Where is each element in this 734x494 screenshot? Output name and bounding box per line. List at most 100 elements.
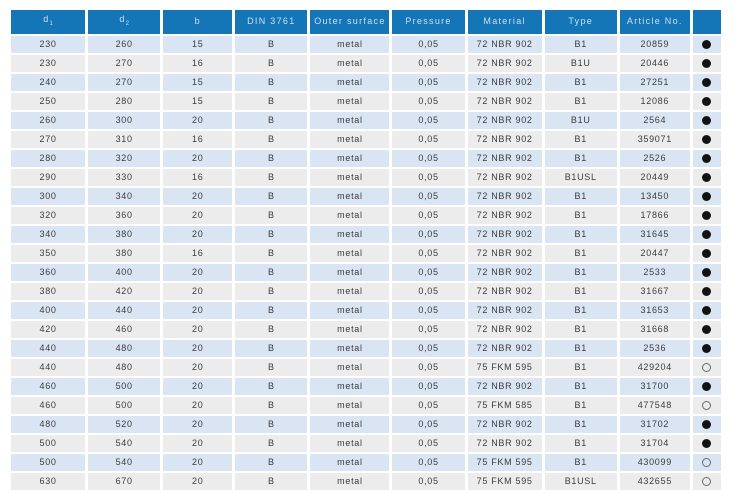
cell-d1: 260 [11, 111, 86, 129]
cell-din-3761: B [235, 415, 308, 433]
cell-availability [692, 73, 721, 91]
cell-b: 20 [163, 320, 233, 338]
table-row: 400 440 20 B metal 0,05 72 NBR 902 B1 31… [11, 301, 721, 319]
cell-type: B1 [544, 263, 617, 281]
cell-pressure: 0,05 [392, 263, 465, 281]
cell-article-no: 20447 [619, 244, 690, 262]
cell-article-no: 17866 [619, 206, 690, 224]
cell-availability [692, 472, 721, 490]
cell-material: 75 FKM 585 [467, 396, 542, 414]
cell-d1: 500 [11, 434, 86, 452]
availability-dot-icon [702, 438, 712, 448]
cell-outer-surface: metal [310, 225, 390, 243]
cell-pressure: 0,05 [392, 149, 465, 167]
cell-b: 20 [163, 225, 233, 243]
cell-din-3761: B [235, 434, 308, 452]
cell-d1: 300 [11, 187, 86, 205]
cell-d2: 520 [88, 415, 161, 433]
cell-din-3761: B [235, 472, 308, 490]
cell-availability [692, 415, 721, 433]
cell-material: 72 NBR 902 [467, 301, 542, 319]
cell-type: B1 [544, 225, 617, 243]
cell-pressure: 0,05 [392, 358, 465, 376]
cell-din-3761: B [235, 225, 308, 243]
table-row: 440 480 20 B metal 0,05 75 FKM 595 B1 42… [11, 358, 721, 376]
table-row: 340 380 20 B metal 0,05 72 NBR 902 B1 31… [11, 225, 721, 243]
cell-pressure: 0,05 [392, 206, 465, 224]
cell-outer-surface: metal [310, 73, 390, 91]
cell-type: B1 [544, 149, 617, 167]
cell-d2: 320 [88, 149, 161, 167]
availability-dot-icon [702, 96, 712, 106]
col-header-d2-label: d [119, 14, 126, 24]
table-row: 320 360 20 B metal 0,05 72 NBR 902 B1 17… [11, 206, 721, 224]
cell-availability [692, 320, 721, 338]
cell-d1: 380 [11, 282, 86, 300]
col-header-availability [692, 10, 721, 34]
cell-pressure: 0,05 [392, 320, 465, 338]
table-row: 270 310 16 B metal 0,05 72 NBR 902 B1 35… [11, 130, 721, 148]
cell-d1: 500 [11, 453, 86, 471]
cell-type: B1 [544, 301, 617, 319]
col-header-type: Type [544, 10, 617, 34]
availability-dot-icon [702, 172, 712, 182]
cell-type: B1 [544, 282, 617, 300]
cell-pressure: 0,05 [392, 244, 465, 262]
cell-d2: 280 [88, 92, 161, 110]
cell-outer-surface: metal [310, 339, 390, 357]
cell-pressure: 0,05 [392, 472, 465, 490]
table-row: 460 500 20 B metal 0,05 72 NBR 902 B1 31… [11, 377, 721, 395]
cell-article-no: 477548 [619, 396, 690, 414]
cell-article-no: 31700 [619, 377, 690, 395]
cell-material: 72 NBR 902 [467, 244, 542, 262]
cell-article-no: 2536 [619, 339, 690, 357]
cell-b: 20 [163, 472, 233, 490]
cell-d1: 270 [11, 130, 86, 148]
cell-outer-surface: metal [310, 35, 390, 53]
cell-b: 16 [163, 244, 233, 262]
cell-availability [692, 301, 721, 319]
cell-pressure: 0,05 [392, 168, 465, 186]
cell-article-no: 31668 [619, 320, 690, 338]
cell-availability [692, 111, 721, 129]
cell-d1: 230 [11, 35, 86, 53]
cell-pressure: 0,05 [392, 35, 465, 53]
table-row: 630 670 20 B metal 0,05 75 FKM 595 B1USL… [11, 472, 721, 490]
col-header-outer-surface: Outer surface [310, 10, 390, 34]
availability-dot-icon [702, 77, 712, 87]
cell-d2: 380 [88, 225, 161, 243]
cell-d1: 440 [11, 358, 86, 376]
cell-b: 20 [163, 187, 233, 205]
cell-d1: 420 [11, 320, 86, 338]
cell-outer-surface: metal [310, 263, 390, 281]
availability-dot-icon [702, 153, 712, 163]
cell-type: B1 [544, 187, 617, 205]
availability-dot-icon [702, 419, 712, 429]
availability-dot-icon [702, 286, 712, 296]
cell-material: 72 NBR 902 [467, 377, 542, 395]
cell-din-3761: B [235, 92, 308, 110]
cell-material: 72 NBR 902 [467, 111, 542, 129]
table-row: 230 260 15 B metal 0,05 72 NBR 902 B1 20… [11, 35, 721, 53]
cell-article-no: 12086 [619, 92, 690, 110]
cell-type: B1USL [544, 168, 617, 186]
col-header-d1: d1 [11, 10, 86, 34]
cell-outer-surface: metal [310, 282, 390, 300]
cell-din-3761: B [235, 111, 308, 129]
cell-pressure: 0,05 [392, 377, 465, 395]
col-header-d1-label: d [43, 14, 50, 24]
cell-material: 72 NBR 902 [467, 130, 542, 148]
cell-availability [692, 168, 721, 186]
col-header-pressure: Pressure [392, 10, 465, 34]
table-row: 290 330 16 B metal 0,05 72 NBR 902 B1USL… [11, 168, 721, 186]
col-header-material: Material [467, 10, 542, 34]
cell-pressure: 0,05 [392, 130, 465, 148]
cell-availability [692, 225, 721, 243]
cell-b: 15 [163, 35, 233, 53]
col-header-d1-sub: 1 [49, 20, 53, 27]
table-row: 250 280 15 B metal 0,05 72 NBR 902 B1 12… [11, 92, 721, 110]
cell-outer-surface: metal [310, 149, 390, 167]
cell-b: 20 [163, 263, 233, 281]
cell-d1: 480 [11, 415, 86, 433]
cell-d2: 330 [88, 168, 161, 186]
